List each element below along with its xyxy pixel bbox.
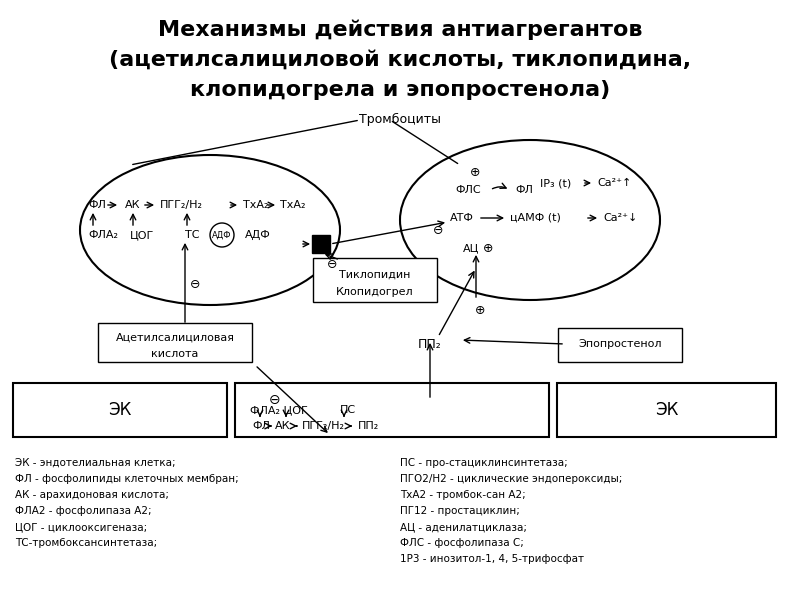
Text: Клопидогрел: Клопидогрел	[336, 287, 414, 297]
Text: АК: АК	[275, 421, 290, 431]
Text: кислота: кислота	[151, 349, 198, 359]
Text: ⊖: ⊖	[269, 393, 281, 407]
Text: ТхА₂: ТхА₂	[243, 200, 269, 210]
Text: АТФ: АТФ	[450, 213, 474, 223]
Text: ЭК - эндотелиальная клетка;: ЭК - эндотелиальная клетка;	[15, 458, 176, 468]
Text: ФЛ: ФЛ	[252, 421, 270, 431]
Text: ПГГ₂/Н₂: ПГГ₂/Н₂	[160, 200, 203, 210]
Text: ЭК: ЭК	[655, 401, 678, 419]
Text: АЦ: АЦ	[463, 243, 479, 253]
Text: АЦ - аденилатциклаза;: АЦ - аденилатциклаза;	[400, 522, 527, 532]
Text: ⊕: ⊕	[482, 241, 494, 254]
FancyBboxPatch shape	[235, 383, 549, 437]
Text: ФЛ: ФЛ	[88, 200, 106, 210]
Text: ФЛ: ФЛ	[515, 185, 533, 195]
Text: Эпопростенол: Эпопростенол	[578, 339, 662, 349]
Text: ПП₂: ПП₂	[418, 338, 442, 352]
Text: Тромбоциты: Тромбоциты	[359, 113, 441, 126]
Text: Механизмы действия антиагрегантов: Механизмы действия антиагрегантов	[158, 20, 642, 40]
Text: клопидогрела и эпопростенола): клопидогрела и эпопростенола)	[190, 80, 610, 100]
Text: АК: АК	[125, 200, 141, 210]
Text: ⊕: ⊕	[474, 304, 486, 317]
Text: АДФ: АДФ	[212, 230, 232, 239]
Text: ФЛА₂ ЦОГ: ФЛА₂ ЦОГ	[250, 405, 308, 415]
Text: цАМФ (t): цАМФ (t)	[510, 213, 561, 223]
Text: ТС: ТС	[185, 230, 199, 240]
FancyBboxPatch shape	[312, 235, 330, 253]
FancyBboxPatch shape	[13, 383, 227, 437]
FancyBboxPatch shape	[98, 323, 252, 362]
Text: ФЛ - фосфолипиды клеточных мембран;: ФЛ - фосфолипиды клеточных мембран;	[15, 474, 238, 484]
Text: ⊖: ⊖	[190, 278, 201, 292]
Text: ТС-тромбоксансинтетаза;: ТС-тромбоксансинтетаза;	[15, 538, 158, 548]
Text: (ацетилсалициловой кислоты, тиклопидина,: (ацетилсалициловой кислоты, тиклопидина,	[109, 50, 691, 70]
Text: ФЛА₂: ФЛА₂	[88, 230, 118, 240]
Text: ПС: ПС	[340, 405, 356, 415]
FancyBboxPatch shape	[557, 383, 776, 437]
FancyBboxPatch shape	[313, 258, 437, 302]
Text: Тиклопидин: Тиклопидин	[339, 270, 410, 280]
Text: 1Р3 - инозитол-1, 4, 5-трифосфат: 1Р3 - инозитол-1, 4, 5-трифосфат	[400, 554, 584, 564]
Text: АДФ: АДФ	[245, 230, 270, 240]
Text: ЭК: ЭК	[108, 401, 132, 419]
Text: Ca²⁺↓: Ca²⁺↓	[603, 213, 638, 223]
Text: ПГГ₂/Н₂: ПГГ₂/Н₂	[302, 421, 345, 431]
Text: ⊖: ⊖	[326, 259, 338, 271]
FancyBboxPatch shape	[558, 328, 682, 362]
Text: ЦОГ: ЦОГ	[130, 230, 154, 240]
Text: ТхА₂: ТхА₂	[280, 200, 306, 210]
Text: ПП₂: ПП₂	[358, 421, 379, 431]
Text: ЦОГ - циклооксигеназа;: ЦОГ - циклооксигеназа;	[15, 522, 147, 532]
Text: ФЛА2 - фосфолипаза А2;: ФЛА2 - фосфолипаза А2;	[15, 506, 152, 516]
Text: ФЛС - фосфолипаза С;: ФЛС - фосфолипаза С;	[400, 538, 524, 548]
Text: ПГО2/Н2 - циклические эндопероксиды;: ПГО2/Н2 - циклические эндопероксиды;	[400, 474, 622, 484]
Text: Ca²⁺↑: Ca²⁺↑	[597, 178, 631, 188]
Text: Ацетилсалициловая: Ацетилсалициловая	[115, 333, 234, 343]
Text: ТхА2 - тромбок-сан А2;: ТхА2 - тромбок-сан А2;	[400, 490, 526, 500]
Text: ⊖: ⊖	[433, 223, 443, 236]
Text: ПГ12 - простациклин;: ПГ12 - простациклин;	[400, 506, 520, 516]
Text: IP₃ (t): IP₃ (t)	[540, 178, 571, 188]
Text: АК - арахидоновая кислота;: АК - арахидоновая кислота;	[15, 490, 169, 500]
Text: ⊕: ⊕	[470, 166, 480, 179]
Text: ФЛС: ФЛС	[455, 185, 481, 195]
Text: ПС - про-стациклинсинтетаза;: ПС - про-стациклинсинтетаза;	[400, 458, 568, 468]
